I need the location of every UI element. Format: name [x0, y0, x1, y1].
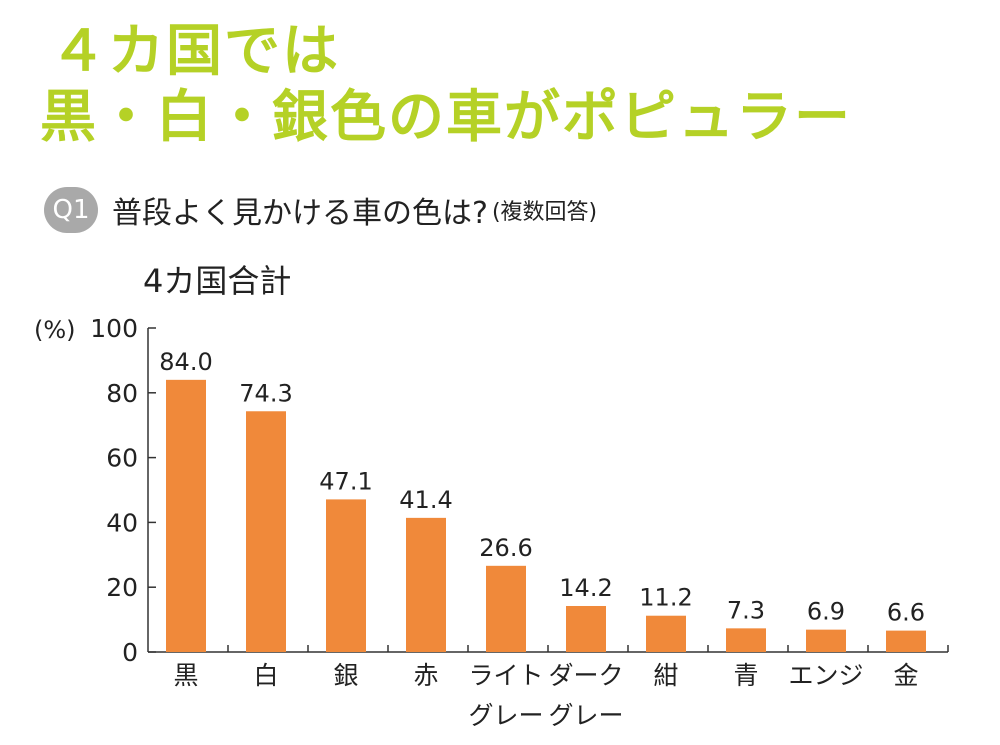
bar-value-label: 74.3	[239, 379, 292, 407]
bar	[566, 605, 606, 652]
x-category-label: 黒	[173, 661, 198, 690]
bars: 84.0黒74.3白47.1銀41.4赤26.6ライトグレー14.2ダークグレー…	[159, 348, 926, 730]
x-category-label: グレー	[468, 701, 543, 730]
headline-line-1: ４カ国では	[50, 19, 340, 84]
bar-value-label: 41.4	[399, 486, 452, 514]
question-badge: Q1	[44, 187, 98, 233]
bar	[326, 499, 366, 652]
x-category-label: 金	[893, 661, 918, 690]
y-tick-label: 100	[90, 314, 138, 343]
y-tick-label: 60	[106, 444, 138, 473]
x-category-label: 白	[253, 661, 278, 690]
bar	[726, 628, 766, 652]
bar-value-label: 84.0	[159, 348, 212, 376]
x-category-label: 銀	[333, 661, 358, 690]
chart-title: 4カ国合計	[143, 262, 291, 300]
y-tick-label: 80	[106, 379, 138, 408]
headline-line-2: 黒・白・銀色の車がポピュラー	[40, 85, 852, 150]
bar	[646, 615, 686, 652]
x-category-label: 青	[733, 661, 758, 690]
question-row: Q1 普段よく見かける車の色は? (複数回答)	[44, 186, 597, 234]
bar-value-label: 6.6	[887, 599, 925, 627]
bar-value-label: 7.3	[727, 596, 765, 624]
bar	[246, 411, 286, 652]
x-category-label: 紺	[653, 661, 678, 690]
question-text: 普段よく見かける車の色は?	[112, 196, 488, 231]
x-category-label: 赤	[413, 661, 438, 690]
bar-value-label: 11.2	[639, 584, 692, 612]
bar	[886, 630, 926, 652]
y-axis-unit-label: (%)	[34, 316, 76, 344]
bar-value-label: 14.2	[559, 574, 612, 602]
bar	[166, 379, 206, 652]
y-tick-label: 20	[106, 573, 138, 602]
x-category-label: エンジ	[788, 661, 863, 690]
bar	[486, 565, 526, 652]
y-tick-label: 40	[106, 508, 138, 537]
bar	[406, 517, 446, 652]
bar-value-label: 6.9	[807, 598, 845, 626]
bar	[806, 629, 846, 652]
axes: 0 20 40 60 80 100	[90, 314, 949, 667]
x-category-label: ダーク	[548, 661, 623, 690]
bar-value-label: 47.1	[319, 467, 372, 495]
bar-value-label: 26.6	[479, 534, 532, 562]
x-category-label: ライト	[468, 661, 543, 690]
question-note: (複数回答)	[491, 200, 598, 225]
x-category-label: グレー	[548, 701, 623, 730]
y-tick-label: 0	[122, 638, 138, 667]
